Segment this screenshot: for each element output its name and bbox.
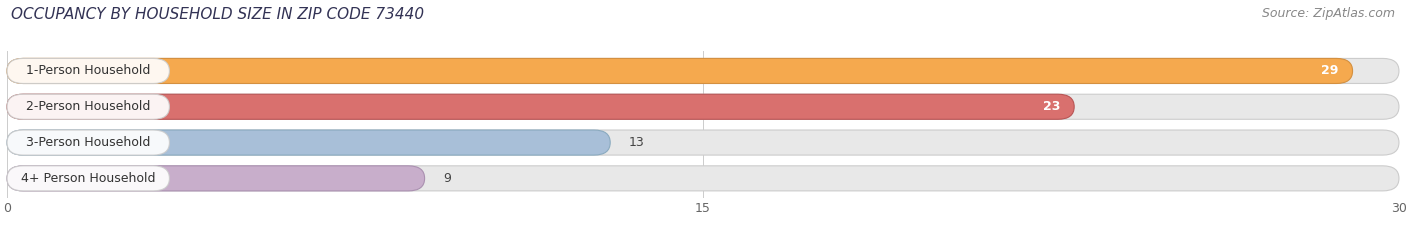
FancyBboxPatch shape [7,130,170,155]
Text: 4+ Person Household: 4+ Person Household [21,172,156,185]
FancyBboxPatch shape [7,58,1353,83]
FancyBboxPatch shape [7,166,170,191]
Text: 1-Person Household: 1-Person Household [27,65,150,77]
FancyBboxPatch shape [7,58,170,83]
FancyBboxPatch shape [7,166,1399,191]
FancyBboxPatch shape [7,94,1399,119]
Text: OCCUPANCY BY HOUSEHOLD SIZE IN ZIP CODE 73440: OCCUPANCY BY HOUSEHOLD SIZE IN ZIP CODE … [11,7,425,22]
Text: 29: 29 [1322,65,1339,77]
FancyBboxPatch shape [7,94,1074,119]
Text: 23: 23 [1043,100,1060,113]
Text: 2-Person Household: 2-Person Household [27,100,150,113]
FancyBboxPatch shape [7,94,170,119]
FancyBboxPatch shape [7,130,610,155]
Text: 3-Person Household: 3-Person Household [27,136,150,149]
FancyBboxPatch shape [7,166,425,191]
Text: 9: 9 [443,172,451,185]
FancyBboxPatch shape [7,130,1399,155]
FancyBboxPatch shape [7,58,1399,83]
Text: 13: 13 [628,136,644,149]
Text: Source: ZipAtlas.com: Source: ZipAtlas.com [1261,7,1395,20]
